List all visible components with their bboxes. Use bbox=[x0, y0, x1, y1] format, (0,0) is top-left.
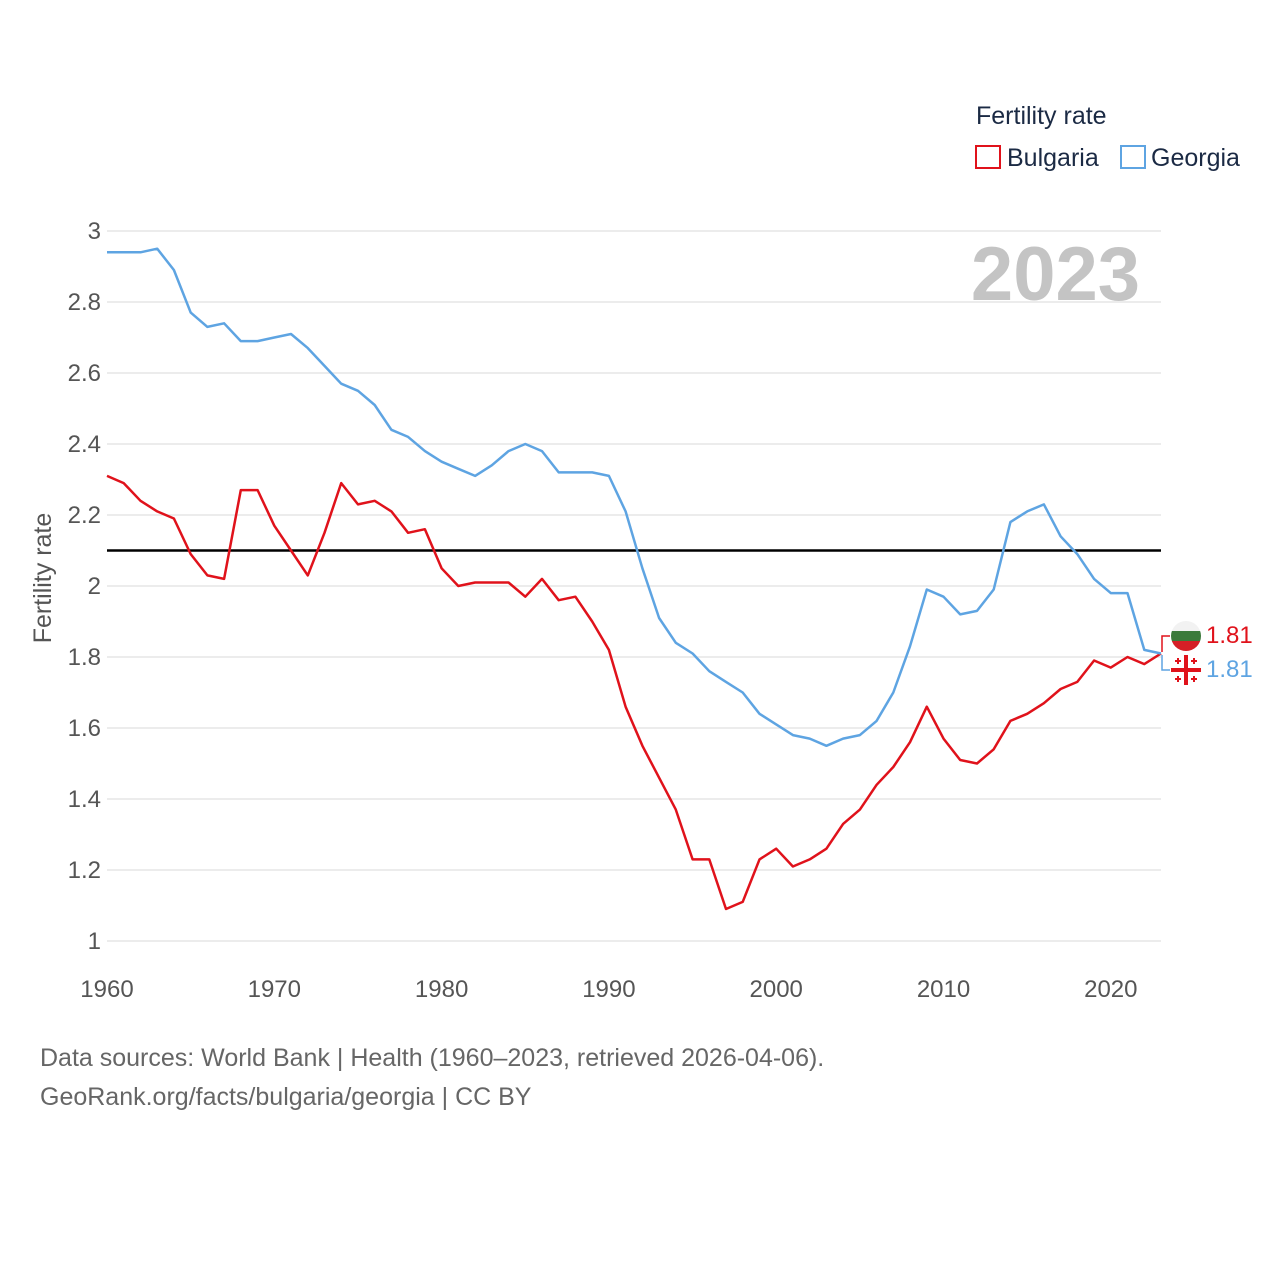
x-tick-label: 2020 bbox=[1084, 976, 1137, 1003]
y-tick-label: 3 bbox=[88, 218, 101, 245]
legend-title: Fertility rate bbox=[976, 102, 1107, 130]
y-axis-ticks: 1 1.2 1.4 1.6 1.8 2 2.2 2.4 2.6 2.8 3 bbox=[68, 218, 101, 955]
x-tick-label: 1990 bbox=[582, 976, 635, 1003]
y-tick-label: 2.4 bbox=[68, 431, 101, 458]
legend-label-bulgaria: Bulgaria bbox=[1007, 144, 1099, 172]
data-sources-note: Data sources: World Bank | Health (1960–… bbox=[40, 1044, 825, 1072]
y-tick-label: 1.6 bbox=[68, 715, 101, 742]
end-bracket-bulgaria bbox=[1161, 635, 1170, 652]
y-tick-label: 1 bbox=[88, 928, 101, 955]
credit-link[interactable]: GeoRank.org/facts/bulgaria/georgia | CC … bbox=[40, 1083, 532, 1111]
legend-item-georgia[interactable]: Georgia bbox=[1120, 144, 1240, 172]
end-markers: 1.81 1.81 bbox=[1161, 621, 1253, 685]
series-lines bbox=[106, 247, 1162, 911]
legend[interactable]: Fertility rate Bulgaria Georgia bbox=[975, 102, 1240, 172]
legend-swatch-bulgaria bbox=[975, 145, 1001, 169]
y-axis-label: Fertility rate bbox=[29, 513, 57, 644]
y-tick-label: 2.2 bbox=[68, 502, 101, 529]
x-axis-ticks: 1960 1970 1980 1990 2000 2010 2020 bbox=[80, 976, 1137, 1003]
series-line-bulgaria[interactable] bbox=[106, 474, 1162, 911]
georgia-flag-icon bbox=[1171, 655, 1201, 685]
year-stamp: 2023 bbox=[971, 232, 1140, 317]
bulgaria-flag-icon bbox=[1171, 621, 1201, 651]
series-line-georgia[interactable] bbox=[107, 247, 1162, 748]
end-value-bulgaria: 1.81 bbox=[1206, 622, 1253, 649]
legend-swatch-georgia bbox=[1120, 145, 1146, 169]
x-tick-label: 2000 bbox=[750, 976, 803, 1003]
y-tick-label: 2.8 bbox=[68, 289, 101, 316]
x-tick-label: 1960 bbox=[80, 976, 133, 1003]
y-tick-label: 1.8 bbox=[68, 644, 101, 671]
y-tick-label: 1.4 bbox=[68, 786, 101, 813]
y-tick-label: 1.2 bbox=[68, 857, 101, 884]
end-value-georgia: 1.81 bbox=[1206, 656, 1253, 683]
y-tick-label: 2.6 bbox=[68, 360, 101, 387]
x-tick-label: 1980 bbox=[415, 976, 468, 1003]
legend-label-georgia: Georgia bbox=[1151, 144, 1240, 172]
gridlines bbox=[107, 230, 1161, 942]
end-bracket-georgia bbox=[1161, 655, 1170, 671]
y-tick-label: 2 bbox=[88, 573, 101, 600]
legend-item-bulgaria[interactable]: Bulgaria bbox=[975, 144, 1099, 172]
x-tick-label: 2010 bbox=[917, 976, 970, 1003]
x-tick-label: 1970 bbox=[248, 976, 301, 1003]
